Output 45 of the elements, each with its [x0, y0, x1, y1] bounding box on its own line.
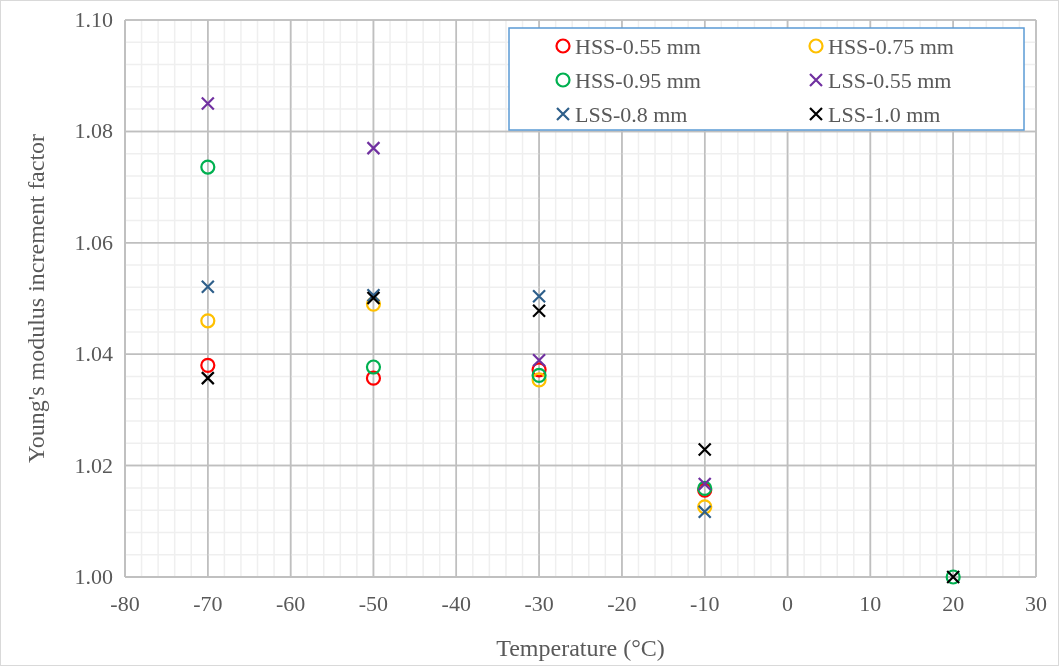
x-tick-label: -50: [358, 591, 389, 616]
point: [365, 359, 382, 375]
x-tick-label: 10: [859, 591, 882, 616]
x-axis-title: Temperature (°C): [496, 635, 665, 661]
legend-label: HSS-0.55 mm: [575, 34, 701, 59]
x-tick-label: -10: [690, 591, 720, 616]
x-tick-label: -60: [275, 591, 306, 616]
point: [200, 159, 216, 175]
x-tick-label: -20: [607, 591, 637, 616]
point: [365, 370, 382, 386]
point: [531, 362, 547, 378]
legend-label: LSS-0.55 mm: [828, 68, 952, 93]
legend-label: HSS-0.75 mm: [828, 34, 954, 59]
point: [697, 442, 712, 457]
legend-label: HSS-0.95 mm: [575, 68, 701, 93]
point: [531, 372, 547, 388]
point: [531, 289, 547, 304]
x-tick-label: 30: [1025, 591, 1047, 616]
point: [531, 303, 547, 318]
y-tick-label: 1.08: [74, 118, 113, 144]
x-tick-label: -40: [441, 591, 471, 616]
point: [200, 313, 216, 329]
point: [697, 504, 712, 519]
point: [531, 353, 547, 368]
y-tick-label: 1.04: [74, 341, 113, 367]
point: [697, 499, 713, 515]
legend-label: LSS-0.8 mm: [575, 102, 688, 127]
point: [200, 96, 215, 111]
y-tick-label: 1.06: [74, 229, 113, 255]
x-tick-label: -80: [110, 591, 140, 616]
y-tick-label: 1.00: [74, 564, 113, 589]
point: [697, 476, 712, 492]
x-tick-label: 20: [942, 591, 965, 616]
point: [531, 367, 547, 383]
point: [200, 357, 216, 373]
y-tick-label: 1.02: [74, 452, 113, 478]
legend-label: LSS-1.0 mm: [828, 102, 941, 127]
y-axis-title: Young's modulus increment factor: [23, 133, 49, 464]
point: [366, 141, 381, 156]
point: [200, 279, 215, 294]
x-tick-label: 0: [782, 591, 794, 616]
x-tick-label: -30: [524, 591, 554, 616]
point: [200, 371, 215, 386]
x-tick-label: -70: [193, 591, 223, 616]
y-tick-label: 1.10: [74, 7, 113, 32]
